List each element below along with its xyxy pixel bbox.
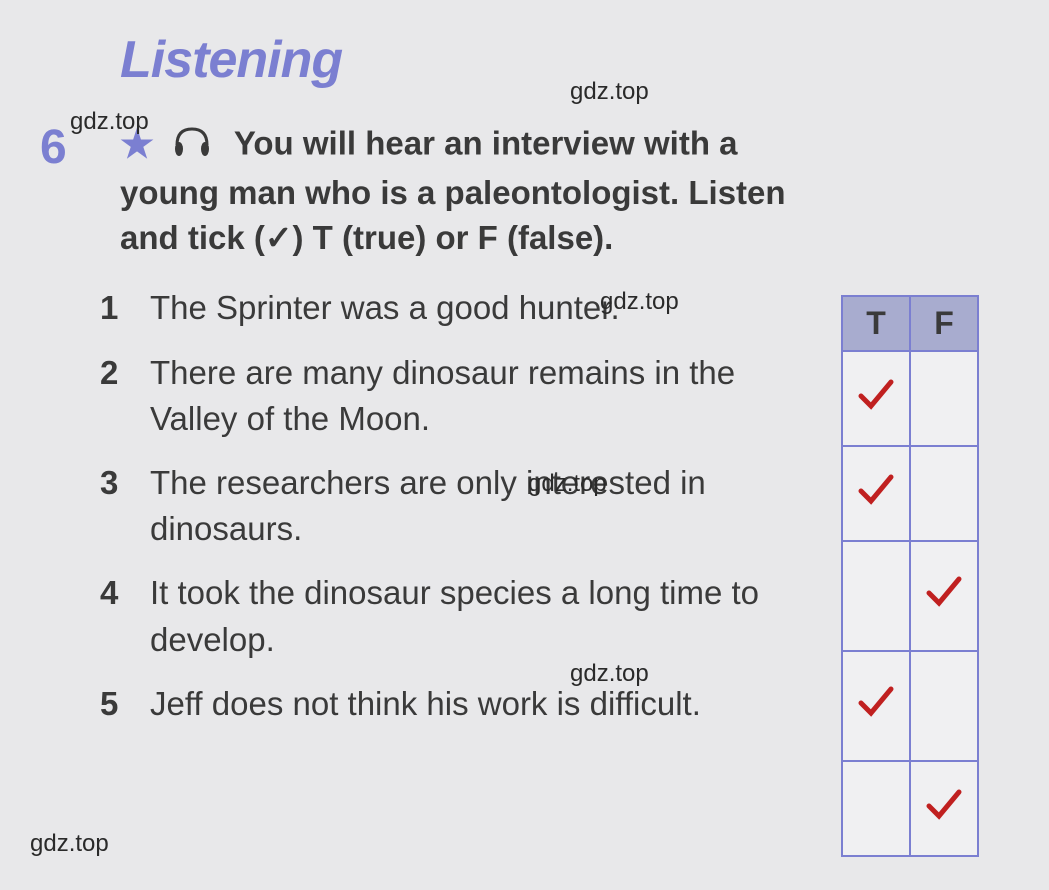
watermark-text: gdz.top (30, 830, 109, 858)
instruction-text: You will hear an interview with a young … (120, 124, 786, 255)
checkmark-icon (924, 571, 964, 611)
watermark-text: gdz.top (570, 78, 649, 106)
cell-q1-false[interactable] (910, 351, 978, 446)
question-list: 1 The Sprinter was a good hunter. 2 Ther… (100, 285, 809, 727)
watermark-text: gdz.top (600, 288, 679, 316)
question-item: 5 Jeff does not think his work is diffic… (100, 681, 809, 727)
cell-q2-false[interactable] (910, 446, 978, 541)
checkmark-icon (856, 681, 896, 721)
question-text: It took the dinosaur species a long time… (150, 570, 809, 662)
cell-q3-true[interactable] (842, 541, 910, 651)
watermark-text: gdz.top (70, 108, 149, 136)
cell-q2-true[interactable] (842, 446, 910, 541)
cell-q5-false[interactable] (910, 761, 978, 856)
watermark-text: gdz.top (528, 470, 607, 498)
question-num: 1 (100, 285, 140, 331)
table-row (842, 651, 978, 761)
question-num: 3 (100, 460, 140, 506)
header-false: F (910, 296, 978, 351)
cell-q4-false[interactable] (910, 651, 978, 761)
checkmark-icon (856, 469, 896, 509)
question-item: 4 It took the dinosaur species a long ti… (100, 570, 809, 662)
table-row (842, 446, 978, 541)
cell-q1-true[interactable] (842, 351, 910, 446)
question-item: 1 The Sprinter was a good hunter. (100, 285, 809, 331)
cell-q3-false[interactable] (910, 541, 978, 651)
question-num: 5 (100, 681, 140, 727)
question-text: The Sprinter was a good hunter. (150, 285, 809, 331)
header-true: T (842, 296, 910, 351)
cell-q4-true[interactable] (842, 651, 910, 761)
table-row (842, 761, 978, 856)
question-text: Jeff does not think his work is difficul… (150, 681, 809, 727)
question-num: 2 (100, 350, 140, 396)
exercise-container: 6 ★ You will hear an interview with a yo… (40, 120, 1009, 727)
question-item: 2 There are many dinosaur remains in the… (100, 350, 809, 442)
watermark-text: gdz.top (570, 660, 649, 688)
question-item: 3 The researchers are only interested in… (100, 460, 809, 552)
cell-q5-true[interactable] (842, 761, 910, 856)
section-title: Listening (120, 30, 1009, 90)
checkmark-icon (856, 374, 896, 414)
checkmark-icon (924, 784, 964, 824)
question-text: The researchers are only interested in d… (150, 460, 809, 552)
headphones-icon (171, 121, 213, 171)
instruction-block: ★ You will hear an interview with a youn… (120, 120, 789, 260)
exercise-number: 6 (40, 120, 67, 175)
question-num: 4 (100, 570, 140, 616)
table-row (842, 541, 978, 651)
question-text: There are many dinosaur remains in the V… (150, 350, 809, 442)
table-row (842, 351, 978, 446)
table-header-row: T F (842, 296, 978, 351)
true-false-table: T F (841, 295, 979, 857)
